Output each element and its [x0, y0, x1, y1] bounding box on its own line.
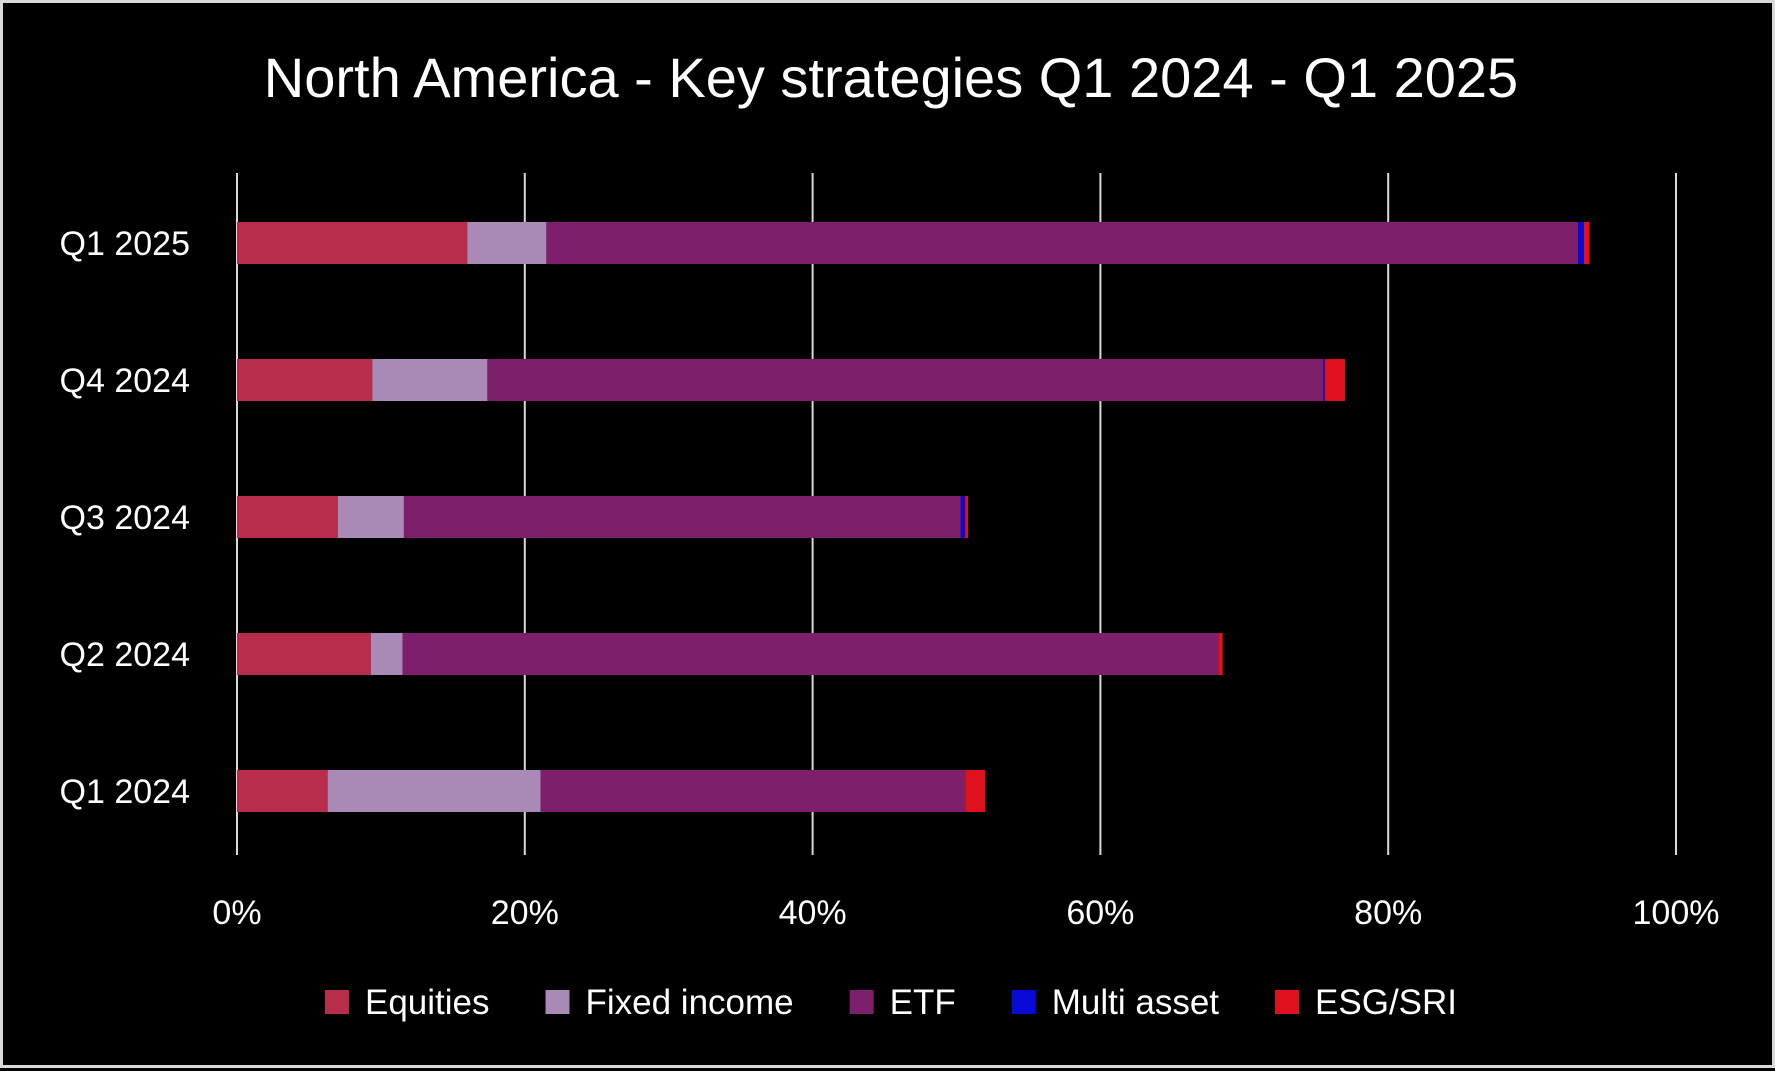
bar-esg-sri-q1-2024 — [965, 770, 986, 812]
legend-item-etf: ETF — [849, 983, 956, 1022]
legend-label-esg-sri: ESG/SRI — [1315, 983, 1457, 1022]
bar-esg-sri-q2-2024 — [1218, 633, 1223, 675]
legend: Equities Fixed income ETF Multi asset ESG/SR… — [324, 983, 1457, 1022]
legend-label-fixed-income: Fixed income — [586, 983, 794, 1022]
legend-item-fixed-income: Fixed income — [545, 983, 794, 1022]
x-tick-label: 20% — [491, 894, 559, 932]
bars — [237, 222, 1590, 812]
bar-esg-sri-q3-2024 — [965, 496, 969, 538]
bar-fixed-income-q1-2025 — [467, 222, 547, 264]
bar-fixed-income-q3-2024 — [337, 496, 404, 538]
bar-fixed-income-q4-2024 — [372, 359, 488, 401]
x-axis-tick-labels: 0% 20% 40% 60% 80% 100% — [212, 894, 1719, 932]
bar-equities-q3-2024 — [237, 496, 338, 538]
y-tick-label: Q4 2024 — [60, 362, 190, 400]
y-tick-label: Q3 2024 — [60, 499, 190, 537]
bar-equities-q1-2025 — [237, 222, 468, 264]
y-axis-tick-labels: Q1 2025 Q4 2024 Q3 2024 Q2 2024 Q1 2024 — [60, 225, 190, 811]
legend-label-etf: ETF — [890, 983, 956, 1022]
legend-label-multi-asset: Multi asset — [1052, 983, 1220, 1022]
bar-fixed-income-q1-2024 — [327, 770, 541, 812]
bar-etf-q1-2025 — [546, 222, 1579, 264]
y-tick-label: Q1 2025 — [60, 225, 190, 263]
bar-equities-q1-2024 — [237, 770, 328, 812]
legend-swatch-fixed-income — [545, 990, 570, 1014]
bar-esg-sri-q4-2024 — [1324, 359, 1346, 401]
bar-etf-q2-2024 — [402, 633, 1219, 675]
legend-item-equities: Equities — [324, 983, 490, 1022]
bar-equities-q2-2024 — [237, 633, 371, 675]
bar-etf-q3-2024 — [403, 496, 961, 538]
chart-title: North America - Key strategies Q1 2024 -… — [264, 46, 1518, 109]
legend-item-multi-asset: Multi asset — [1011, 983, 1220, 1022]
bar-etf-q4-2024 — [487, 359, 1324, 401]
legend-swatch-esg-sri — [1275, 990, 1300, 1014]
bar-esg-sri-q1-2025 — [1583, 222, 1590, 264]
stacked-bar-chart: North America - Key strategies Q1 2024 -… — [60, 46, 1720, 1022]
legend-label-equities: Equities — [365, 983, 490, 1022]
bar-multi-asset-q1-2025 — [1578, 222, 1584, 264]
x-tick-label: 0% — [212, 894, 261, 932]
bar-multi-asset-q3-2024 — [960, 496, 966, 538]
bar-fixed-income-q2-2024 — [370, 633, 403, 675]
x-tick-label: 100% — [1633, 894, 1720, 932]
bar-multi-asset-q4-2024 — [1323, 359, 1325, 401]
x-tick-label: 80% — [1354, 894, 1422, 932]
bar-equities-q4-2024 — [237, 359, 373, 401]
legend-swatch-multi-asset — [1011, 990, 1036, 1014]
x-tick-label: 60% — [1066, 894, 1134, 932]
legend-item-esg-sri: ESG/SRI — [1275, 983, 1457, 1022]
legend-swatch-equities — [324, 990, 349, 1014]
legend-swatch-etf — [849, 990, 874, 1014]
bar-etf-q1-2024 — [540, 770, 966, 812]
y-tick-label: Q1 2024 — [60, 773, 190, 811]
x-tick-label: 40% — [779, 894, 847, 932]
y-tick-label: Q2 2024 — [60, 636, 190, 674]
